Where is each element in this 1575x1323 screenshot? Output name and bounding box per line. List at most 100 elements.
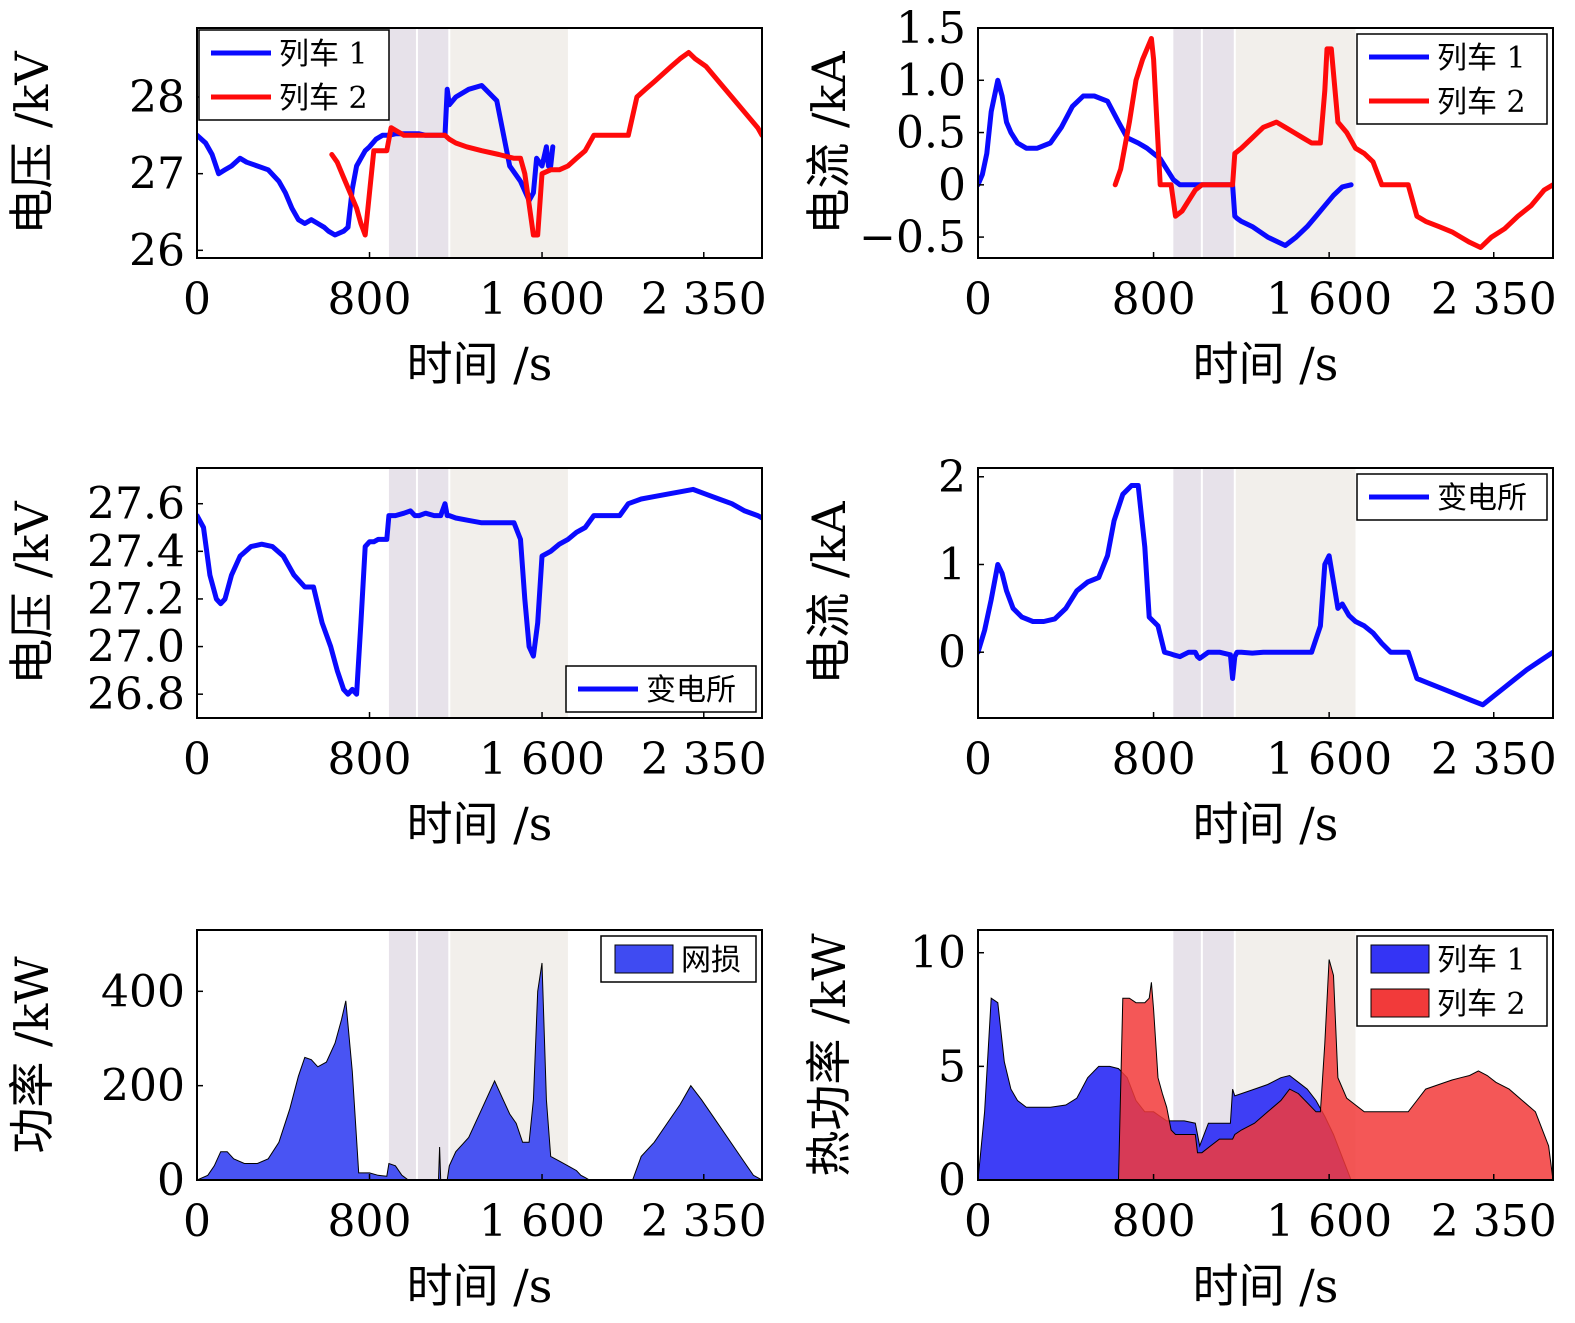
x-tick-label: 2 350 xyxy=(1431,734,1557,785)
y-tick-label: 0 xyxy=(157,1155,185,1206)
y-tick-label: 400 xyxy=(101,966,185,1017)
y-axis-label: 功率 /kW xyxy=(5,956,59,1154)
y-tick-label: 27.4 xyxy=(87,526,185,577)
y-tick-label: 27.6 xyxy=(87,479,185,530)
y-axis-label: 电流 /kA xyxy=(802,51,856,235)
series-line xyxy=(197,83,556,238)
axes-frame xyxy=(196,467,763,719)
x-tick-label: 1 600 xyxy=(479,274,605,325)
axes-frame xyxy=(196,929,763,1181)
x-tick-label: 800 xyxy=(328,274,412,325)
x-tick-label: 0 xyxy=(964,1196,992,1247)
legend: 网损 xyxy=(600,935,757,983)
legend-swatch xyxy=(1370,988,1430,1018)
shaded-band xyxy=(1201,28,1235,258)
x-tick-label: 2 350 xyxy=(641,734,767,785)
legend: 列车 1 列车 2 xyxy=(1356,33,1548,125)
series-line xyxy=(197,486,762,697)
legend: 列车 1 列车 2 xyxy=(198,29,390,121)
chart-1: 0 800 1 600 2 350 26 27 28 时间 /s 电压 /kV 列车 1 列车 2 xyxy=(5,27,767,391)
y-tick-label: 28 xyxy=(129,72,185,123)
x-tick-label: 1 600 xyxy=(479,734,605,785)
x-tick-label: 0 xyxy=(964,734,992,785)
shaded-band xyxy=(416,28,450,258)
x-tick-label: 800 xyxy=(1112,734,1196,785)
axes-frame xyxy=(977,467,1554,719)
y-tick-label: 200 xyxy=(101,1061,185,1112)
shaded-band xyxy=(1201,468,1235,718)
y-axis-label: 电流 /kA xyxy=(802,501,856,685)
legend-label: 变电所 xyxy=(1437,481,1527,516)
x-axis-label: 时间 /s xyxy=(407,1259,553,1313)
y-tick-label: 27 xyxy=(129,149,185,200)
x-tick-label: 1 600 xyxy=(479,1196,605,1247)
axes-frame xyxy=(977,27,1554,259)
series-line xyxy=(978,483,1553,708)
y-tick-label: 1 xyxy=(938,539,966,590)
legend-label: 列车 2 xyxy=(1437,85,1526,120)
x-axis-label: 时间 /s xyxy=(1193,1259,1339,1313)
x-tick-label: 800 xyxy=(328,734,412,785)
plot-area xyxy=(978,483,1553,708)
legend-label: 列车 2 xyxy=(1437,987,1526,1022)
y-tick-label: 26 xyxy=(129,225,185,276)
y-tick-label: 27.2 xyxy=(87,574,185,625)
plot-area xyxy=(978,959,1553,1180)
legend-label: 列车 1 xyxy=(1437,41,1526,76)
x-tick-label: 0 xyxy=(183,274,211,325)
y-axis-label: 电压 /kV xyxy=(5,51,59,235)
x-axis-label: 时间 /s xyxy=(407,337,553,391)
series-line xyxy=(329,50,762,238)
x-tick-label: 800 xyxy=(328,1196,412,1247)
legend: 变电所 xyxy=(1356,473,1548,521)
shaded-band xyxy=(1173,468,1202,718)
plot-area xyxy=(197,50,762,238)
x-axis-label: 时间 /s xyxy=(1193,337,1339,391)
plot-area xyxy=(197,486,762,697)
legend-label: 列车 2 xyxy=(279,81,368,116)
legend-label: 网损 xyxy=(681,943,741,978)
x-tick-label: 2 350 xyxy=(641,1196,767,1247)
chart-2: 0 800 1 600 2 350−0.500.51.01.5时间 /s电流 /kA 列… xyxy=(802,3,1557,391)
legend: 列车 1 列车 2 xyxy=(1356,935,1548,1027)
chart-3: 0 800 1 600 2 350 26.827.027.227.427.6 时间 /s 电… xyxy=(5,467,767,851)
x-tick-label: 1 600 xyxy=(1266,734,1392,785)
shaded-band xyxy=(388,468,417,718)
legend-label: 列车 1 xyxy=(279,37,368,72)
x-axis-label: 时间 /s xyxy=(1193,797,1339,851)
legend-swatch xyxy=(614,944,674,974)
plot-area xyxy=(978,36,1553,250)
y-tick-label: 5 xyxy=(938,1041,966,1092)
legend-label: 变电所 xyxy=(646,673,736,708)
chart-6: 0 800 1 600 2 350 0 5 10 时间 /s 热功率 /kW 列车 1 列车 2 xyxy=(802,928,1557,1313)
shaded-band xyxy=(388,28,417,258)
x-tick-label: 1 600 xyxy=(1266,274,1392,325)
axes-frame xyxy=(977,929,1554,1181)
x-axis-label: 时间 /s xyxy=(407,797,553,851)
x-tick-label: 800 xyxy=(1112,1196,1196,1247)
legend-swatch xyxy=(1370,944,1430,974)
axes-frame xyxy=(196,27,763,259)
x-tick-label: 0 xyxy=(183,734,211,785)
plot-area xyxy=(197,962,762,1180)
y-tick-label: 0 xyxy=(938,160,966,211)
series-area xyxy=(197,962,762,1180)
legend-label: 列车 1 xyxy=(1437,943,1526,978)
y-axis-label: 电压 /kV xyxy=(5,501,59,685)
legend: 变电所 xyxy=(565,665,757,713)
shaded-band xyxy=(449,28,568,258)
series-line xyxy=(1112,36,1553,250)
y-tick-label: 1.5 xyxy=(896,3,966,54)
y-tick-label: 26.8 xyxy=(87,669,185,720)
y-tick-label: 1.0 xyxy=(896,55,966,106)
shaded-band xyxy=(416,930,450,1180)
series-area xyxy=(1115,959,1553,1180)
shaded-band xyxy=(1173,28,1202,258)
x-tick-label: 1 600 xyxy=(1266,1196,1392,1247)
y-axis-label: 热功率 /kW xyxy=(802,933,856,1177)
legend-box xyxy=(198,29,390,121)
x-tick-label: 2 350 xyxy=(641,274,767,325)
chart-4: 0 800 1 600 2 350 0 1 2 时间 /s 电流 /kA 变电所 xyxy=(802,452,1557,851)
x-tick-label: 0 xyxy=(183,1196,211,1247)
